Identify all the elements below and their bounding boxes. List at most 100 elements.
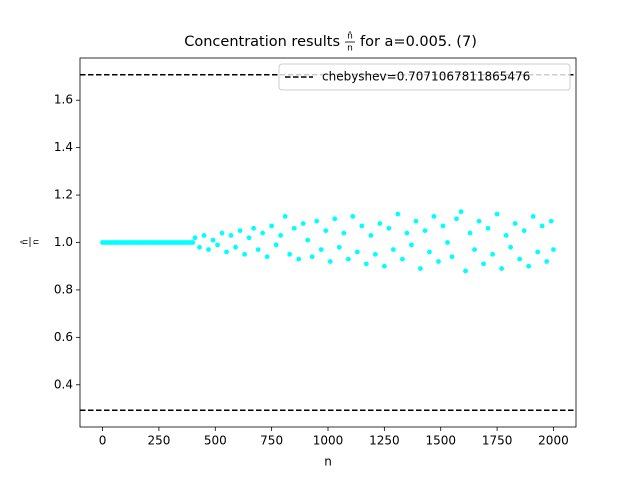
point (431, 214, 437, 219)
point (454, 216, 459, 222)
point (551, 247, 556, 253)
point (305, 237, 311, 243)
title-numerator: n̂ (347, 31, 353, 42)
point (215, 242, 220, 248)
y-tick-label: 1.0 (54, 235, 73, 249)
point (233, 244, 238, 250)
point (467, 230, 473, 236)
x-tick-label: 0 (99, 434, 107, 448)
chart-title: Concentration results (184, 34, 340, 50)
point (201, 232, 207, 238)
point (206, 247, 211, 253)
point (246, 235, 252, 241)
point (463, 268, 468, 274)
point (517, 256, 523, 262)
point (192, 235, 198, 241)
point (190, 240, 196, 245)
point (427, 249, 432, 255)
point (490, 251, 495, 257)
point (314, 218, 320, 224)
point (197, 244, 202, 250)
point (440, 223, 446, 229)
y-tick-label: 1.4 (54, 140, 73, 154)
x-tick-label: 750 (260, 434, 283, 448)
point (228, 232, 234, 238)
point (219, 230, 225, 236)
point (512, 221, 518, 226)
point (390, 247, 396, 253)
point (377, 221, 383, 226)
point (336, 244, 342, 250)
point (363, 261, 369, 267)
point (372, 251, 378, 257)
point (418, 266, 423, 271)
y-tick-label: 1.2 (54, 188, 73, 202)
point (485, 225, 491, 231)
x-tick-label: 1500 (425, 434, 456, 448)
point (521, 228, 527, 234)
point (318, 247, 324, 253)
point (508, 244, 514, 250)
point (210, 237, 216, 243)
point (242, 251, 247, 257)
point (381, 263, 387, 269)
point (526, 263, 532, 269)
point (368, 232, 374, 238)
point (409, 242, 414, 248)
point (544, 259, 550, 264)
point (539, 223, 545, 229)
point (291, 225, 297, 231)
plot-frame (79, 57, 577, 428)
legend-box (278, 63, 571, 91)
point (278, 232, 284, 238)
y-label-denominator: n (32, 239, 42, 245)
y-tick-label: 1.6 (54, 93, 73, 107)
point (264, 254, 270, 260)
point (481, 261, 486, 267)
point (476, 218, 482, 224)
point (237, 228, 243, 234)
point (395, 211, 401, 217)
point (494, 211, 500, 217)
point (345, 256, 351, 262)
point (413, 218, 419, 224)
point (458, 209, 464, 215)
y-label-numerator: n̂ (20, 239, 31, 245)
point (282, 214, 288, 219)
y-tick-label: 0.8 (54, 282, 73, 296)
x-tick-label: 1000 (313, 434, 344, 448)
legend-label: chebyshev=0.7071067811865476 (322, 70, 530, 84)
x-axis-label: n (324, 455, 332, 469)
point (224, 249, 229, 255)
point (296, 256, 302, 262)
point (287, 251, 293, 257)
point (309, 254, 315, 260)
x-tick-label: 2000 (538, 434, 569, 448)
point (327, 259, 333, 264)
x-tick-label: 250 (147, 434, 170, 448)
point (400, 256, 405, 262)
point (359, 223, 365, 229)
point (436, 259, 441, 264)
x-tick-label: 500 (204, 434, 227, 448)
title-denominator: n (347, 44, 353, 54)
point (499, 266, 504, 271)
x-tick-label: 1250 (369, 434, 400, 448)
point (354, 249, 360, 255)
x-tick-label: 1750 (482, 434, 513, 448)
point (350, 214, 356, 219)
point (445, 240, 450, 245)
y-tick-label: 0.6 (54, 330, 73, 344)
point (530, 214, 536, 219)
point (255, 247, 261, 253)
point (332, 216, 338, 222)
point (260, 230, 266, 236)
point (535, 249, 541, 255)
y-tick-label: 0.4 (54, 377, 73, 391)
point (300, 221, 306, 226)
point (472, 247, 477, 253)
point (422, 228, 428, 234)
point (386, 225, 392, 231)
